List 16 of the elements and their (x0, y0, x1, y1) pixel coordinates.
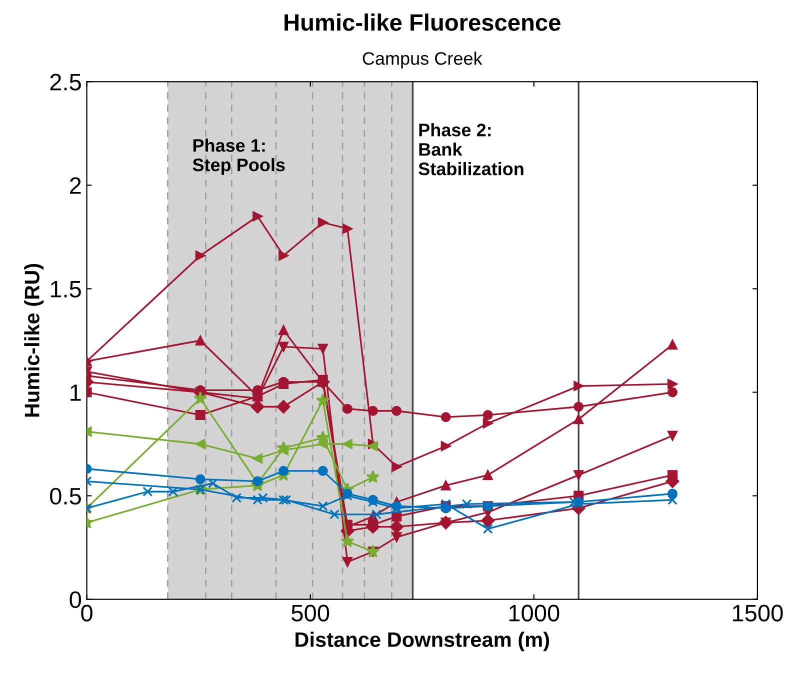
x-axis-title: Distance Downstream (m) (296, 632, 550, 652)
x-tick-label: 0 (81, 604, 92, 622)
x-tick-label: 1000 (509, 604, 560, 622)
y-tick-label: 1 (70, 384, 81, 401)
x-tick-label: 500 (292, 604, 330, 622)
x-tick-label: 1500 (732, 604, 783, 622)
y-tick-label: 0 (70, 591, 82, 608)
y-tick-label: 0.5 (50, 488, 81, 505)
y-axis-title: Humic-like (RU) (24, 264, 44, 417)
ref-line-label: Phase 2: Bank Stabilization (418, 123, 524, 176)
y-tick-label: 2.5 (50, 74, 81, 91)
y-tick-label: 1.5 (50, 281, 81, 298)
chart-subtitle: Campus Creek (362, 52, 482, 68)
chart-title: Humic-like Fluorescence (284, 14, 560, 31)
band-label: Phase 1: Step Pools (192, 138, 285, 175)
y-tick-label: 2 (70, 177, 81, 194)
